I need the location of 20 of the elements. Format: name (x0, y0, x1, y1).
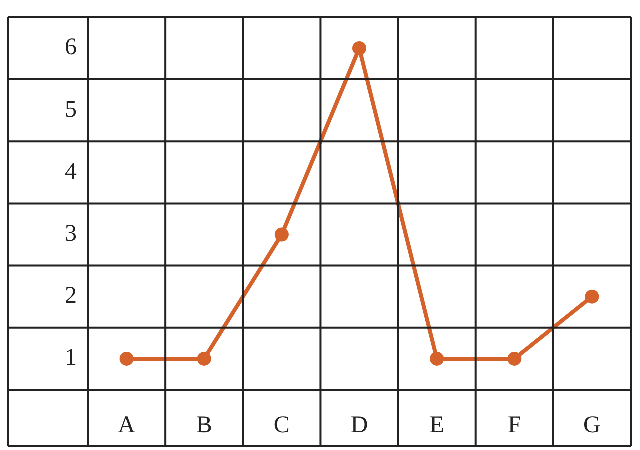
y-tick-label: 2 (65, 283, 77, 310)
x-tick-label: F (508, 412, 522, 439)
point (430, 352, 444, 366)
point (120, 352, 134, 366)
y-tick-label: 4 (65, 158, 77, 185)
x-tick-label: E (430, 412, 444, 439)
y-tick-label: 6 (65, 34, 77, 61)
y-tick-label: 1 (65, 345, 77, 372)
point (585, 290, 600, 304)
x-tick-label: B (196, 412, 212, 439)
point (274, 228, 289, 242)
point (197, 352, 212, 366)
x-tick-label: D (350, 412, 368, 439)
point (352, 41, 366, 56)
x-tick-label: A (118, 412, 136, 439)
x-tick-label: G (584, 412, 601, 439)
y-tick-label: 5 (65, 96, 77, 123)
point (508, 352, 522, 366)
y-tick-label: 3 (65, 221, 77, 248)
x-tick-label: C (274, 412, 290, 439)
